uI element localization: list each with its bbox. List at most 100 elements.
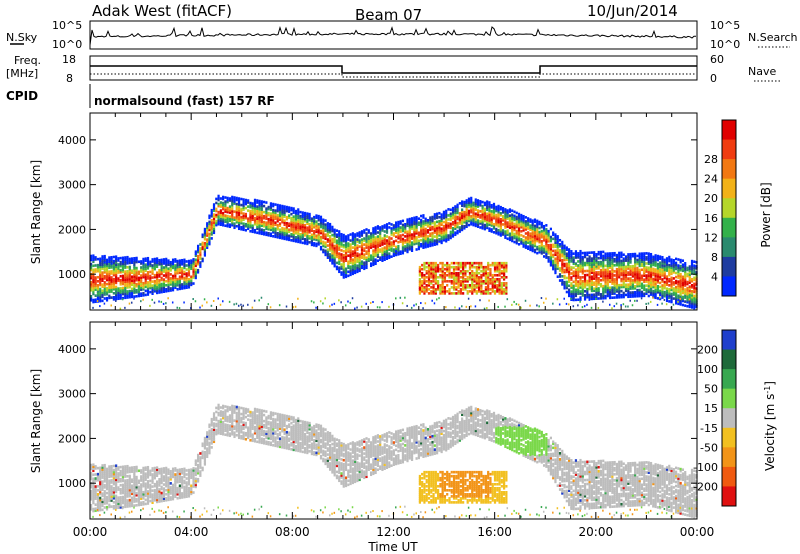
power-cell [417,245,420,249]
power-cell [310,237,313,241]
power-cell [178,263,181,266]
power-cell [455,286,458,289]
power-cell [482,269,485,273]
power-cell [486,206,489,210]
power-cell [365,262,368,266]
power-cell [294,215,298,219]
power-cell [454,227,457,230]
power-cell [169,281,172,284]
power-cell [505,284,508,287]
power-cell [212,207,216,210]
power-cell [471,290,474,293]
power-cell [333,228,336,232]
power-cell [604,256,607,260]
power-cell [482,271,485,275]
power-cell [545,256,548,259]
power-cell [372,227,375,230]
power-cell [108,272,111,276]
power-cell [634,284,637,288]
power-cell [449,234,452,238]
power-cell [504,226,507,229]
power-cell [251,210,254,213]
power-cell [495,229,498,233]
power-cell [554,251,557,255]
power-cell [121,268,125,272]
power-cell [410,227,414,230]
power-cell [258,225,261,229]
power-cell [338,234,341,237]
power-cell [491,263,494,267]
power-cell [681,299,685,303]
power-cell [568,272,571,275]
power-cell [431,221,434,225]
power-cell [112,279,115,283]
power-cell [670,306,672,309]
power-cell [344,259,348,263]
power-cell [487,284,490,287]
power-cell [171,266,175,270]
power-cell [647,254,650,257]
power-cell [558,273,562,276]
power-cell [269,232,273,236]
power-cell [308,228,311,232]
power-cell [511,239,514,243]
power-cell [283,205,286,208]
power-cell [618,289,621,293]
power-cell [513,232,516,236]
power-cell [645,262,648,265]
power-cell [331,262,334,265]
power-cell [433,213,436,216]
power-cell [611,252,614,255]
power-cell [390,247,393,250]
power-cell [149,282,152,286]
power-cell [222,213,225,217]
power-cell [247,217,250,220]
power-cell [294,217,298,221]
power-cell [121,276,125,280]
power-cell [547,258,550,261]
power-cell [249,205,252,209]
power-cell [408,225,411,229]
power-cell [446,267,449,271]
power-cell [174,286,177,289]
power-cell [452,265,456,269]
power-cell [247,223,250,227]
power-cell [162,274,166,277]
power-cell [395,221,398,224]
power-cell [574,282,578,286]
power-cell [367,231,370,234]
power-cell [476,221,480,224]
power-cell [329,243,332,246]
velocity-cell [105,487,109,491]
power-cell [222,207,225,211]
power-cell [645,288,648,291]
power-cell [415,215,418,219]
power-cell [413,220,416,224]
power-cell [590,269,593,273]
power-cell [176,259,179,263]
power-cell [640,284,644,288]
cpid-label: CPID [6,89,38,103]
velocity-cell [90,491,93,495]
power-cell [135,274,138,278]
power-cell [693,300,696,304]
power-cell [333,244,336,248]
power-cell [481,210,484,214]
power-cell [684,272,687,275]
power-cell [533,248,537,252]
power-cell [471,280,474,283]
power-cell [536,223,539,227]
power-cell [570,254,573,257]
velocity-cell [101,502,104,506]
power-cell [374,248,377,251]
power-cell [602,284,605,288]
power-cell [513,222,516,226]
power-cell [568,278,571,282]
power-cell [588,275,591,279]
power-cell [162,280,166,283]
power-cell [156,279,159,283]
power-cell [540,235,543,239]
power-cell [688,298,691,301]
power-cell [445,237,448,241]
power-cell [487,263,490,267]
